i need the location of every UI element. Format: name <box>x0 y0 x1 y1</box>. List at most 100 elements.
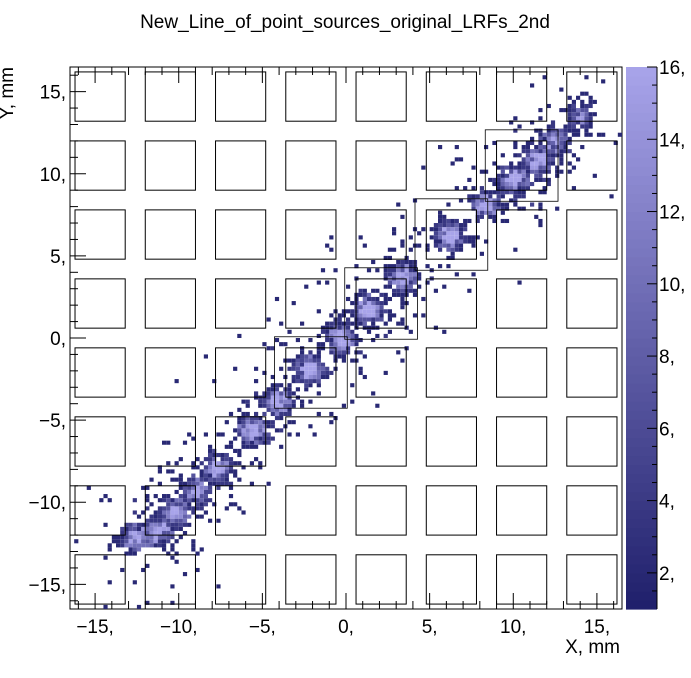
palette-step <box>626 85 657 95</box>
palette-step <box>626 283 657 294</box>
histogram-bin <box>425 243 430 248</box>
histogram-bin <box>500 173 505 178</box>
histogram-bin <box>396 280 401 285</box>
histogram-bin <box>563 108 568 113</box>
histogram-bin <box>141 510 146 515</box>
histogram-bin <box>291 379 296 384</box>
histogram-bin <box>153 530 158 536</box>
histogram-bin <box>366 301 372 306</box>
histogram-bin <box>157 543 162 548</box>
histogram-bin <box>153 514 158 519</box>
histogram-bin <box>220 469 225 474</box>
histogram-bin <box>350 301 355 306</box>
histogram-bin <box>191 477 196 482</box>
histogram-bin <box>559 153 564 158</box>
histogram-bin <box>467 198 472 203</box>
histogram-bin <box>433 288 438 293</box>
histogram-bin <box>145 563 150 568</box>
histogram-bin <box>170 535 175 540</box>
histogram-bin <box>454 227 459 232</box>
histogram-bin <box>237 407 242 412</box>
histogram-bin <box>517 186 522 191</box>
sensor-square <box>144 140 196 191</box>
histogram-bin <box>182 502 188 507</box>
histogram-bin <box>362 305 367 310</box>
histogram-bin <box>387 313 392 318</box>
histogram-bin <box>86 485 91 490</box>
histogram-bin <box>312 374 317 380</box>
histogram-bin <box>617 132 622 137</box>
histogram-bin <box>546 165 551 170</box>
histogram-bin <box>120 543 125 548</box>
histogram-bin <box>400 243 405 248</box>
sensor-square <box>425 209 477 260</box>
histogram-bin <box>254 436 259 441</box>
histogram-bin <box>254 440 259 445</box>
histogram-bin <box>157 539 162 544</box>
histogram-bin <box>107 547 112 552</box>
histogram-bin <box>174 489 179 495</box>
histogram-bin <box>588 116 593 121</box>
histogram-bin <box>542 75 547 80</box>
histogram-bin <box>463 239 468 244</box>
histogram-bin <box>220 465 225 470</box>
histogram-bin <box>166 498 171 503</box>
histogram-bin <box>266 317 271 322</box>
palette-tick-label: 8, <box>659 347 675 368</box>
histogram-bin <box>475 194 480 199</box>
histogram-bin <box>458 243 464 248</box>
histogram-bin <box>337 350 342 355</box>
histogram-bin <box>233 469 238 474</box>
histogram-bin <box>254 457 259 462</box>
histogram-bin <box>513 165 518 170</box>
histogram-bin <box>555 149 560 154</box>
histogram-bin <box>174 379 179 384</box>
palette-step <box>626 590 657 601</box>
histogram-bin <box>484 206 489 211</box>
histogram-bin <box>337 338 342 343</box>
histogram-bin <box>375 313 380 318</box>
histogram-bin <box>203 457 208 462</box>
x-tick-label: 0, <box>338 617 354 638</box>
histogram-bin <box>233 366 238 371</box>
histogram-bin <box>103 494 108 499</box>
palette-step <box>626 175 657 186</box>
histogram-bin <box>588 99 593 104</box>
histogram-bin <box>116 535 121 540</box>
histogram-bin <box>412 292 418 297</box>
histogram-bin <box>509 198 514 203</box>
palette-step <box>626 365 657 375</box>
histogram-bin <box>279 403 284 408</box>
histogram-bin <box>182 522 188 527</box>
histogram-bin <box>274 296 280 302</box>
palette-tick-label: 14, <box>659 130 685 151</box>
histogram-bin <box>258 428 263 433</box>
histogram-bin <box>513 145 518 150</box>
histogram-bin <box>571 108 576 113</box>
palette-step <box>626 247 657 258</box>
histogram-bin <box>337 354 342 359</box>
histogram-bin <box>103 522 108 527</box>
histogram-bin <box>387 309 392 314</box>
histogram-bin <box>224 461 229 466</box>
histogram-bin <box>350 338 355 343</box>
histogram-bin <box>567 95 572 100</box>
histogram-bin <box>479 206 484 211</box>
histogram-bin <box>392 268 397 273</box>
histogram-bin <box>538 173 543 178</box>
histogram-bin <box>203 485 208 490</box>
sensor-square <box>496 416 548 467</box>
histogram-bin <box>521 190 526 195</box>
histogram-bin <box>132 498 137 503</box>
histogram-bin <box>400 239 405 244</box>
histogram-bin <box>392 313 397 318</box>
y-tick-label: 15, <box>40 83 66 104</box>
histogram-bin <box>128 547 133 552</box>
histogram-bin <box>387 268 392 273</box>
histogram-bin <box>550 128 556 133</box>
sensor-square <box>74 140 126 191</box>
histogram-bin <box>408 259 413 265</box>
palette-step <box>626 392 657 402</box>
histogram-bin <box>588 124 593 129</box>
histogram-bin <box>546 128 551 133</box>
